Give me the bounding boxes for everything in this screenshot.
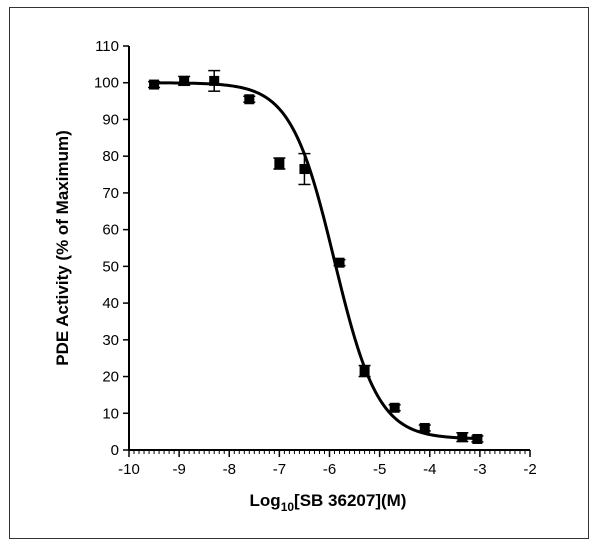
y-tick-label: 110 (95, 38, 119, 55)
square-marker (419, 422, 430, 433)
x-tick-label: -8 (223, 461, 236, 478)
square-marker (389, 402, 400, 413)
data-point (456, 431, 469, 443)
square-marker (472, 433, 483, 444)
data-point (273, 157, 286, 170)
x-tick-label: -5 (373, 461, 386, 478)
square-marker (274, 158, 285, 169)
x-tick-label: -3 (473, 461, 486, 478)
data-point (208, 69, 221, 92)
y-tick-label: 20 (102, 369, 119, 386)
square-marker (299, 164, 310, 175)
y-tick-label: 40 (102, 295, 119, 312)
data-points-layer (148, 69, 484, 444)
y-tick-label: 80 (102, 148, 119, 165)
square-marker (359, 366, 370, 377)
y-tick-label: 60 (102, 222, 119, 239)
square-marker (149, 79, 160, 90)
y-tick-label: 50 (102, 258, 119, 275)
y-tick-label: 0 (111, 442, 119, 459)
data-point (298, 152, 311, 186)
x-axis-title-subscript: 10 (281, 500, 295, 514)
data-point (388, 402, 401, 413)
square-marker (209, 75, 220, 86)
data-point (358, 364, 371, 378)
x-axis-title-prefix: Log (250, 491, 281, 510)
y-tick-label: 10 (102, 405, 119, 422)
x-tick-label: -7 (273, 461, 286, 478)
x-tick-label: -2 (523, 461, 536, 478)
square-marker (244, 94, 255, 105)
x-tick-label: -4 (423, 461, 436, 478)
data-point (243, 94, 256, 105)
x-tick-label: -10 (118, 461, 140, 478)
data-point (333, 257, 346, 268)
data-point (418, 422, 431, 433)
square-marker (334, 257, 345, 268)
data-point (148, 79, 161, 90)
data-point (471, 433, 484, 444)
y-axis-title: PDE Activity (% of Maximum) (53, 130, 72, 366)
fit-curve-layer (154, 81, 480, 441)
x-tick-label: -9 (172, 461, 185, 478)
square-marker (457, 432, 468, 443)
fit-curve (154, 81, 480, 441)
y-tick-label: 100 (94, 75, 119, 92)
y-tick-label: 90 (102, 111, 119, 128)
x-axis-title: Log10[SB 36207](M) (250, 491, 407, 514)
x-axis-title-suffix: [SB 36207](M) (294, 491, 406, 510)
x-tick-label: -6 (323, 461, 336, 478)
square-marker (179, 75, 190, 86)
y-tick-label: 30 (102, 332, 119, 349)
data-point (178, 75, 191, 87)
axes-group: 0 10 20 30 40 50 60 70 80 90 100 110 -10 -9 -8 -7 -6 -5 -4… (94, 38, 537, 478)
y-tick-label: 70 (102, 185, 119, 202)
